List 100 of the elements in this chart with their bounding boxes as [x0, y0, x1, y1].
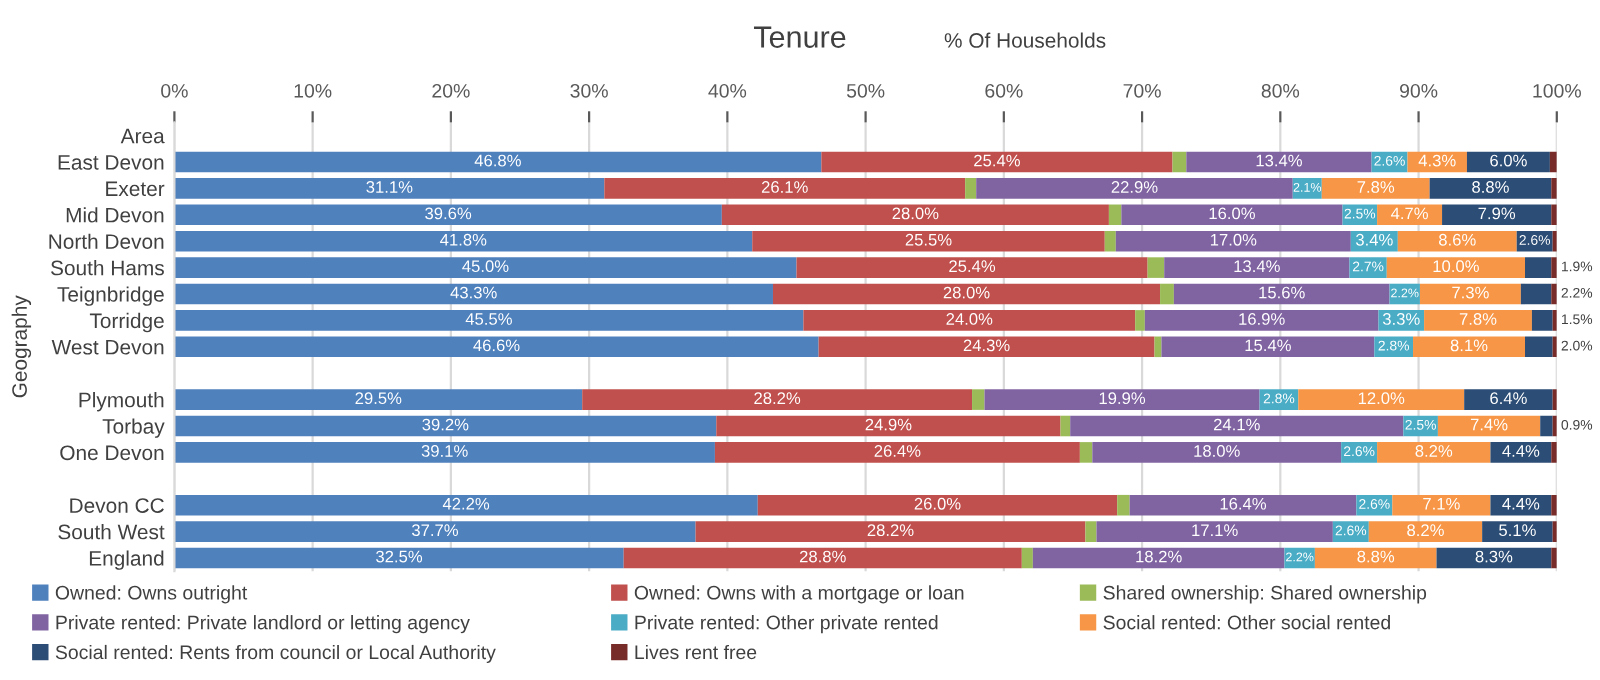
- data-label: 28.8%: [799, 550, 846, 563]
- bar: [1436, 547, 1552, 569]
- y-tick-label: Mid Devon: [66, 207, 164, 223]
- data-label: 16.9%: [1239, 313, 1285, 325]
- data-label: 13.4%: [1256, 154, 1302, 167]
- data-label: 17.0%: [1210, 233, 1257, 246]
- bar: [1368, 521, 1483, 542]
- bar: [821, 151, 1173, 173]
- data-label: 7.9%: [1478, 207, 1516, 220]
- data-label: 37.7%: [411, 524, 459, 537]
- bar: [1172, 151, 1187, 173]
- bar: [1186, 151, 1372, 173]
- data-label: 7.1%: [1423, 497, 1460, 510]
- bar: [1551, 442, 1557, 463]
- data-label: 3.3%: [1382, 313, 1420, 325]
- data-label: 24.3%: [963, 339, 1010, 352]
- data-label: 7.3%: [1452, 286, 1489, 299]
- data-label: 39.1%: [421, 445, 468, 457]
- data-label: 39.2%: [422, 418, 469, 431]
- bar: [604, 178, 966, 199]
- data-label: 41.8%: [440, 233, 487, 246]
- y-tick-label: Teignbridge: [57, 286, 164, 306]
- legend-label: Social rented: Other social rented: [1103, 615, 1390, 630]
- bar: [796, 257, 1148, 278]
- data-label: 15.4%: [1245, 339, 1291, 352]
- bar: [1314, 547, 1437, 569]
- data-label: 24.0%: [946, 313, 993, 325]
- bar: [1060, 415, 1071, 437]
- legend-label: Shared ownership: Shared ownership: [1103, 585, 1427, 604]
- data-label: 39.6%: [425, 207, 472, 220]
- bar: [1525, 257, 1552, 278]
- data-label: 32.5%: [376, 550, 423, 563]
- bar: [1161, 336, 1375, 358]
- data-label: 7.8%: [1459, 313, 1497, 325]
- bar: [984, 389, 1260, 410]
- legend-label: Owned: Owns outright: [55, 585, 248, 604]
- data-label: 10.0%: [1433, 260, 1479, 273]
- data-label: 8.1%: [1450, 339, 1488, 352]
- legend-label: Lives rent free: [635, 644, 757, 660]
- bar: [1482, 521, 1553, 542]
- data-label: 8.6%: [1439, 233, 1476, 246]
- bar: [1442, 204, 1552, 226]
- y-tick-label: East Devon: [58, 155, 164, 170]
- data-label: 18.2%: [1136, 550, 1182, 563]
- bar: [174, 230, 753, 252]
- bar: [174, 389, 583, 410]
- bar: [174, 151, 822, 173]
- bar: [1121, 204, 1343, 226]
- legend-label: Private rented: Private landlord or letting agency: [56, 615, 470, 634]
- bar: [1173, 283, 1390, 305]
- data-label: 12.0%: [1358, 392, 1405, 405]
- data-label: 28.0%: [943, 286, 990, 299]
- bar: [976, 178, 1293, 199]
- y-tick-label: Torridge: [89, 312, 164, 333]
- bar: [1085, 521, 1097, 542]
- data-label: 26.0%: [914, 497, 961, 510]
- bar: [1021, 547, 1033, 569]
- y-tick-label: Area: [120, 128, 165, 144]
- data-label: 7.8%: [1357, 181, 1395, 193]
- data-label: 8.2%: [1407, 524, 1444, 537]
- y-tick-label: Devon CC: [70, 498, 164, 513]
- bar: [818, 336, 1155, 358]
- bar: [174, 283, 773, 305]
- data-label: 8.2%: [1415, 445, 1453, 457]
- bar: [623, 547, 1022, 569]
- x-tick-label: 50%: [846, 83, 885, 98]
- y-tick-label: Exeter: [106, 181, 165, 197]
- data-label: 4.4%: [1502, 445, 1540, 457]
- bar: [174, 442, 715, 463]
- data-label: 46.8%: [474, 154, 521, 167]
- data-label: 5.1%: [1499, 524, 1536, 537]
- bar: [1092, 442, 1342, 463]
- data-label: 43.3%: [450, 286, 497, 299]
- y-tick-label: Torbay: [102, 418, 165, 438]
- bar: [1032, 547, 1285, 569]
- data-label: 13.4%: [1234, 260, 1280, 273]
- data-label: 24.1%: [1213, 418, 1260, 431]
- bar: [1424, 310, 1532, 331]
- x-tick-label: 10%: [294, 83, 332, 98]
- bar: [174, 494, 758, 516]
- bar: [174, 178, 605, 199]
- data-label: 8.8%: [1357, 550, 1395, 563]
- data-label: 16.0%: [1209, 207, 1255, 220]
- bar: [174, 521, 696, 542]
- bar: [1147, 257, 1165, 278]
- bar: [752, 230, 1105, 252]
- bar: [1466, 151, 1550, 173]
- y-tick-label: One Devon: [60, 445, 164, 461]
- bar: [174, 336, 819, 358]
- data-label: 6.4%: [1490, 392, 1527, 405]
- bar: [1520, 283, 1552, 305]
- y-tick-label: Plymouth: [79, 392, 164, 412]
- legend-label: Social rented: Rents from council or Local Authority: [55, 644, 496, 664]
- bar: [1321, 178, 1430, 199]
- bar: [1108, 204, 1122, 226]
- bar: [174, 257, 797, 278]
- bar: [1419, 283, 1521, 305]
- data-label: 28.2%: [754, 392, 801, 405]
- bar: [1349, 257, 1387, 278]
- bar: [1392, 494, 1491, 516]
